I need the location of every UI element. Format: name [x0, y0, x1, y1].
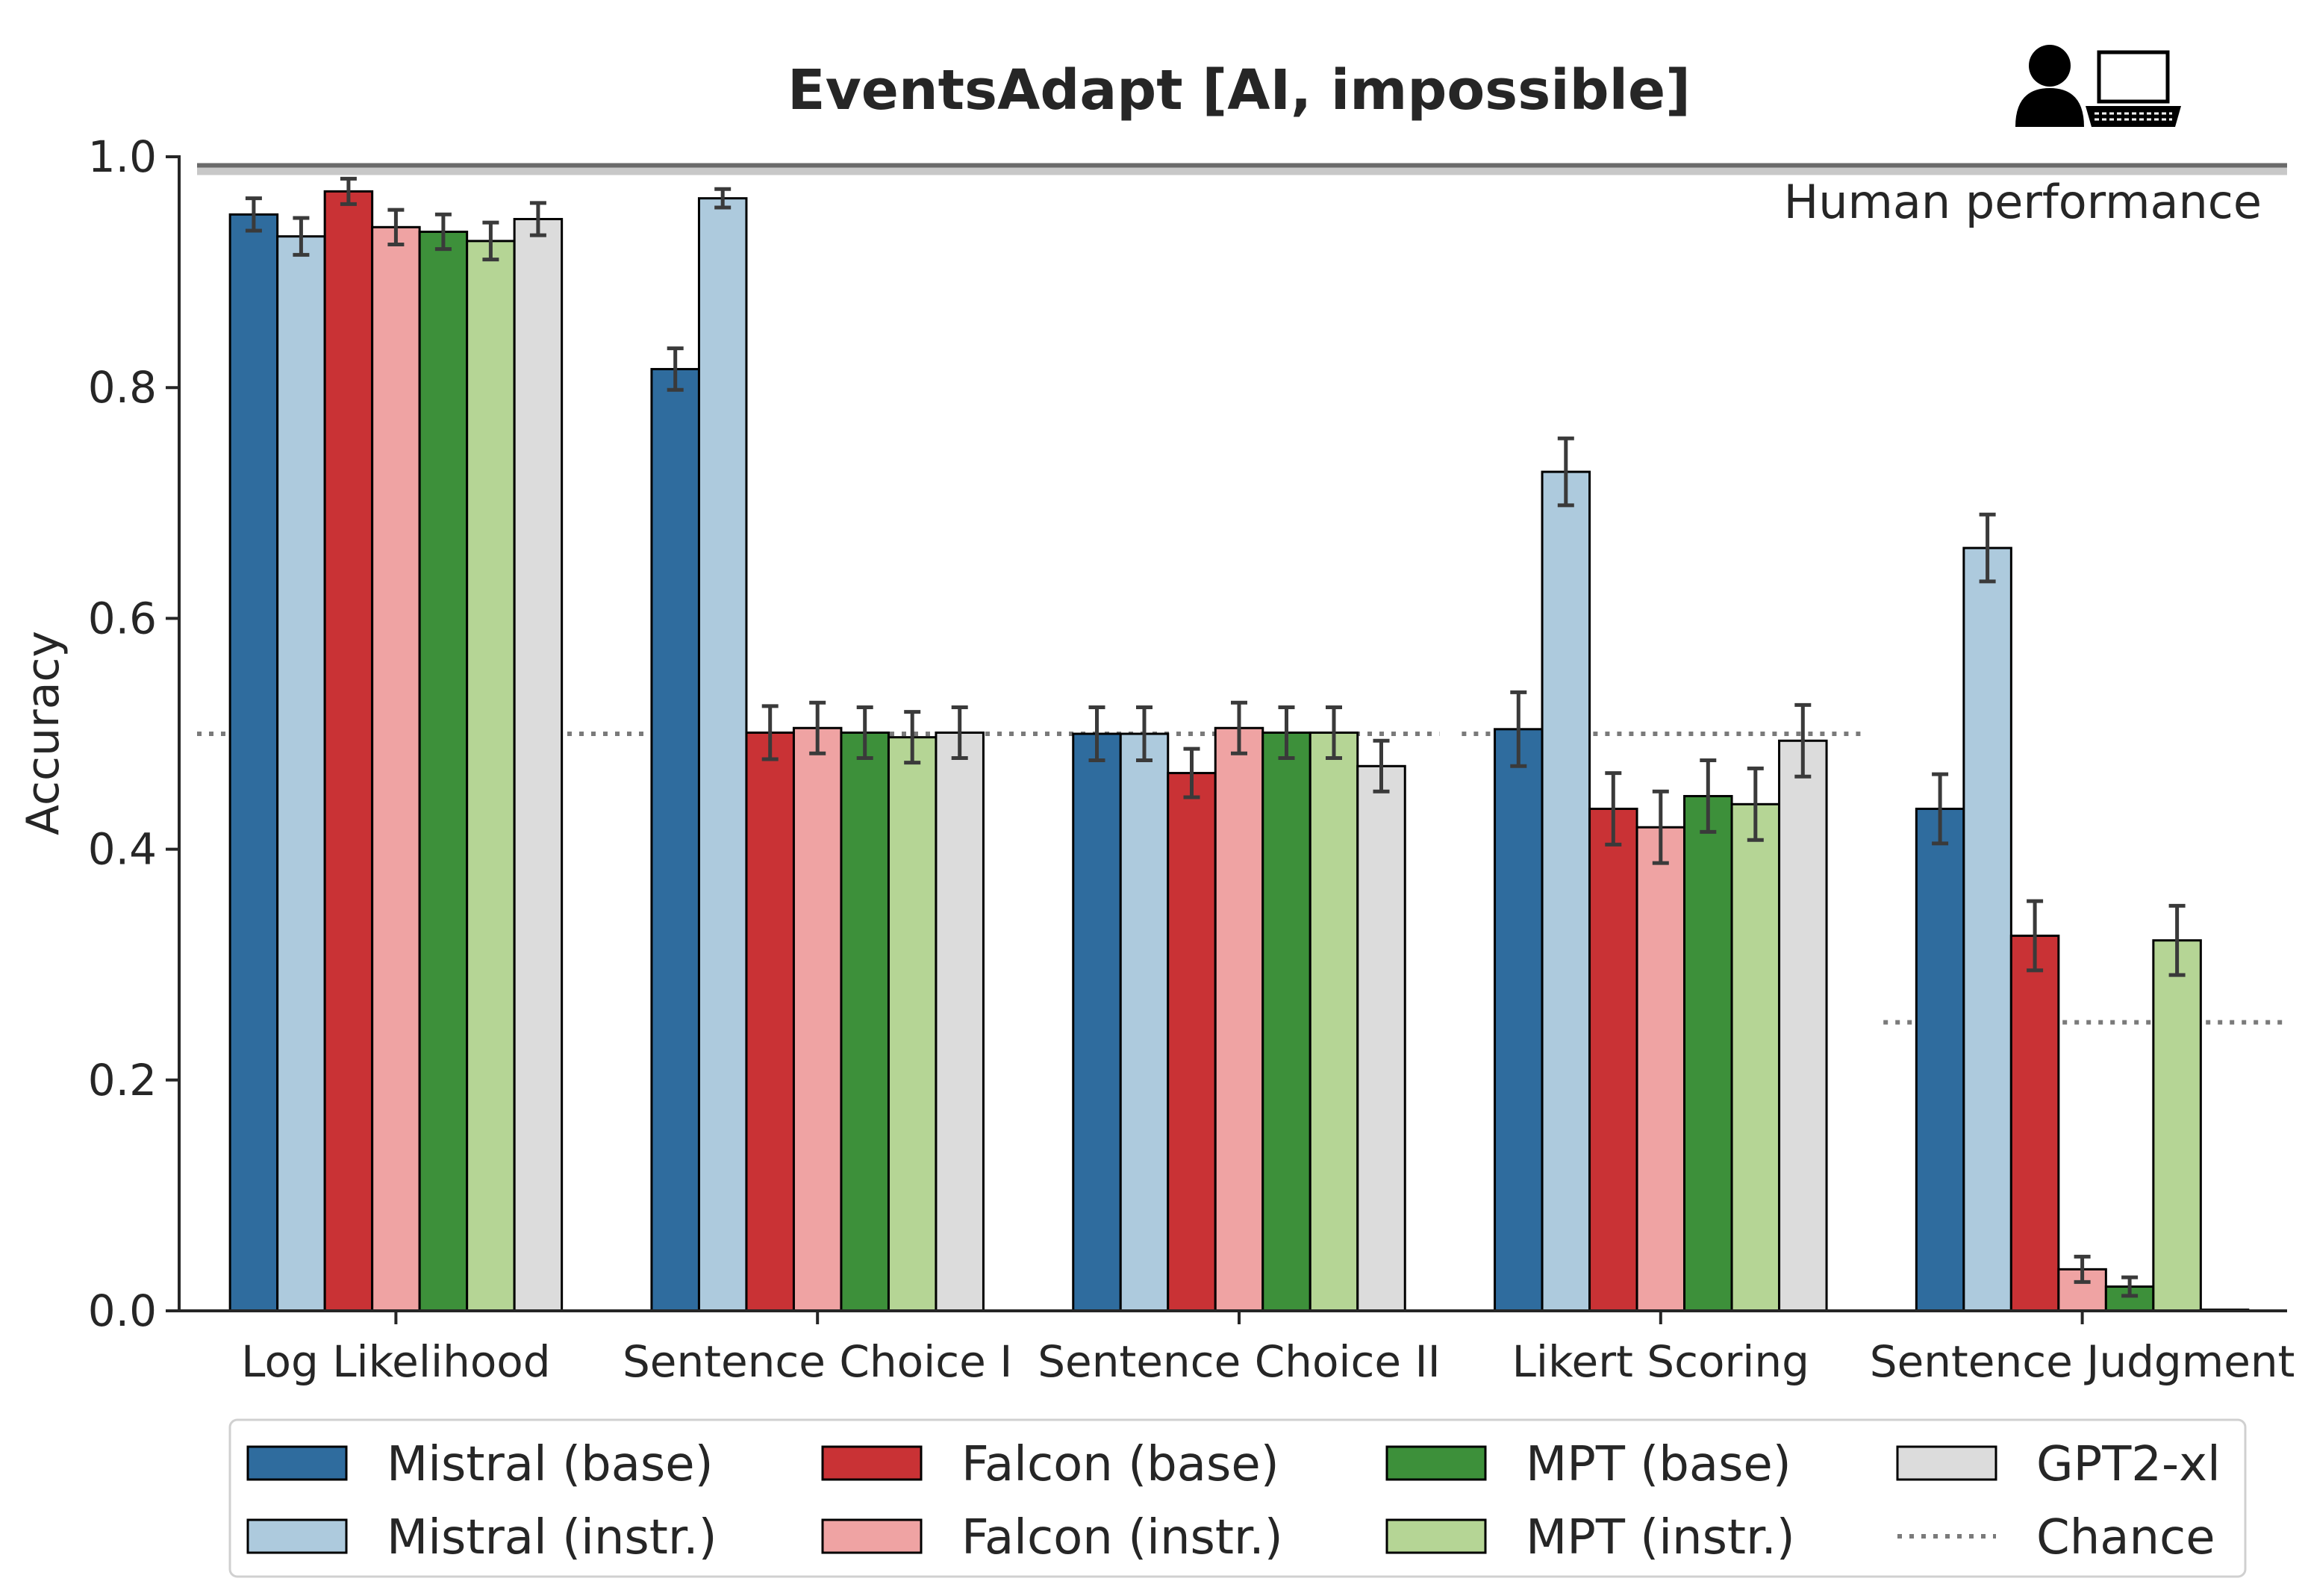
- y-tick-label: 0.0: [88, 1285, 157, 1336]
- bar: [1309, 731, 1359, 1312]
- x-tick-label: Sentence Choice I: [623, 1336, 1012, 1387]
- bar: [745, 731, 795, 1312]
- bar: [1635, 826, 1686, 1312]
- bar: [323, 190, 374, 1312]
- bar: [1683, 794, 1733, 1312]
- bar: [650, 367, 700, 1312]
- y-tick-label: 0.6: [88, 593, 157, 643]
- bar: [1214, 726, 1264, 1312]
- legend-swatch: [246, 1445, 348, 1481]
- bar: [1167, 772, 1217, 1312]
- legend-swatch: [821, 1518, 923, 1554]
- bar: [466, 240, 516, 1312]
- x-tick-label: Sentence Choice II: [1038, 1336, 1441, 1387]
- bar: [1119, 732, 1170, 1312]
- legend-label: Mistral (instr.): [387, 1510, 717, 1565]
- bar: [1261, 731, 1311, 1312]
- human-performance-label: Human performance: [1784, 175, 2262, 229]
- y-tick-label: 0.8: [88, 362, 157, 413]
- bar: [418, 230, 469, 1312]
- bar: [1730, 802, 1781, 1312]
- bar: [1588, 807, 1638, 1312]
- legend-swatch: [1385, 1518, 1487, 1554]
- legend-label: MPT (base): [1526, 1437, 1791, 1492]
- legend-swatch: [1896, 1445, 1997, 1481]
- bar: [2152, 939, 2202, 1312]
- bar: [1962, 546, 2012, 1312]
- bar: [697, 197, 748, 1312]
- legend-frame: [228, 1418, 2247, 1578]
- y-tick-label: 0.4: [88, 824, 157, 875]
- legend-label: MPT (instr.): [1526, 1510, 1795, 1565]
- x-tick-label: Sentence Judgment: [1870, 1336, 2295, 1387]
- bar: [276, 235, 326, 1312]
- legend-label: Falcon (instr.): [961, 1510, 1283, 1565]
- legend-swatch: [246, 1518, 348, 1554]
- bar: [1494, 728, 1544, 1312]
- x-tick-label: Log Likelihood: [241, 1336, 550, 1387]
- legend-label: GPT2-xl: [2036, 1437, 2221, 1492]
- y-tick-label: 1.0: [88, 131, 157, 182]
- human-vs-ai-icon: [2015, 45, 2181, 127]
- legend-swatch: [821, 1445, 923, 1481]
- x-tick-label: Likert Scoring: [1512, 1336, 1809, 1387]
- bar: [935, 731, 985, 1312]
- bar: [1915, 807, 1965, 1312]
- bar: [1541, 470, 1591, 1312]
- bar: [1778, 739, 1828, 1312]
- bar: [228, 213, 279, 1312]
- bar: [1072, 732, 1122, 1312]
- y-tick-label: 0.2: [88, 1055, 157, 1106]
- bar: [371, 225, 421, 1312]
- bar: [513, 217, 564, 1312]
- bar: [887, 736, 938, 1312]
- person-icon: [2015, 45, 2084, 127]
- legend-label: Mistral (base): [387, 1437, 714, 1492]
- bar: [2009, 935, 2060, 1312]
- chart-title: EventsAdapt [AI, impossible]: [787, 58, 1691, 122]
- laptop-icon: [2086, 50, 2181, 127]
- bar: [1356, 764, 1406, 1312]
- bar: [792, 726, 843, 1312]
- legend-label: Chance: [2036, 1510, 2215, 1565]
- legend-swatch: [1385, 1445, 1487, 1481]
- legend-label: Falcon (base): [961, 1437, 1279, 1492]
- y-axis-label: Accuracy: [17, 631, 69, 835]
- bar: [840, 731, 890, 1312]
